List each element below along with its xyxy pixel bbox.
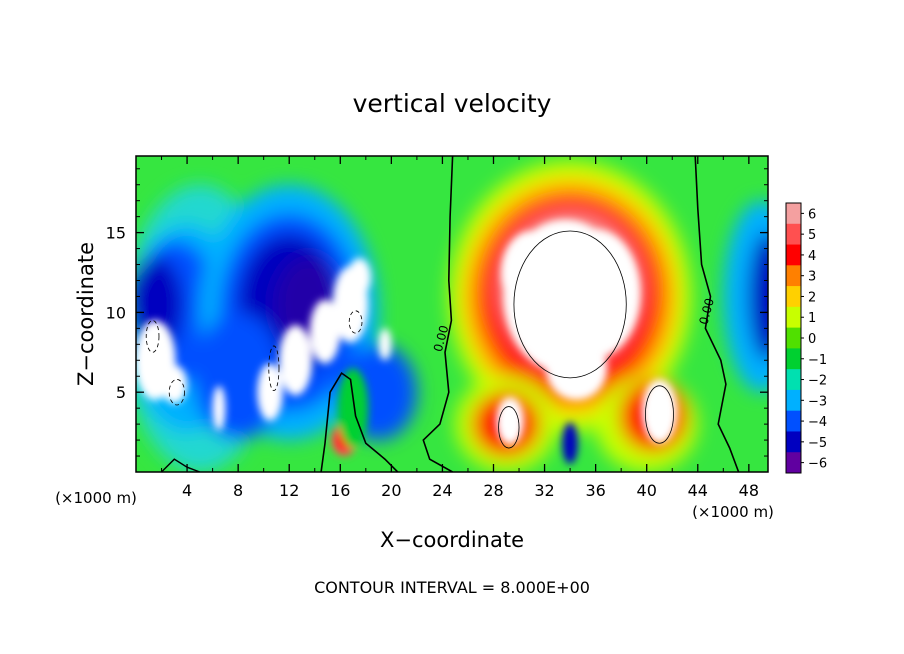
x-tick-label-36: 36: [585, 481, 605, 500]
colorbar-label-12: −6: [808, 457, 827, 472]
colorbar-swatch-6: [786, 327, 801, 349]
x-unit-left: (×1000 m): [55, 489, 137, 507]
contour-label-2: 0.00: [696, 297, 716, 326]
y-tick-label-5: 5: [116, 383, 126, 402]
colorbar-swatch-5: [786, 306, 801, 329]
colorbar-label-6: 0: [808, 332, 816, 347]
contour-interval-note: CONTOUR INTERVAL = 8.000E+00: [314, 578, 590, 597]
colorbar-swatch-9: [786, 389, 801, 412]
contour-label-1: 0.00: [431, 324, 451, 353]
colorbar: 6 5 4 3 2 1 0 −1 −2 −3 −4 −5 −6: [785, 202, 827, 474]
x-tick-label-20: 20: [381, 481, 401, 500]
x-tick-label-44: 44: [688, 481, 708, 500]
chart-title: vertical velocity: [353, 89, 552, 118]
colorbar-label-7: −1: [808, 353, 827, 368]
colorbar-label-5: 1: [808, 311, 816, 326]
y-tick-label-10: 10: [106, 303, 126, 322]
x-tick-label-28: 28: [483, 481, 503, 500]
colorbar-label-10: −4: [808, 415, 827, 430]
y-axis: 5 10 15: [106, 168, 768, 457]
colorbar-swatch-12: [786, 452, 801, 474]
x-tick-label-32: 32: [534, 481, 554, 500]
colorbar-label-1: 5: [808, 228, 816, 243]
x-tick-label-16: 16: [330, 481, 350, 500]
y-axis-label: Z−coordinate: [74, 242, 98, 386]
colorbar-swatch-0: [786, 203, 801, 225]
colorbar-label-8: −2: [808, 374, 827, 389]
colorbar-label-3: 3: [808, 270, 816, 285]
x-axis-label: X−coordinate: [380, 528, 524, 552]
x-tick-label-4: 4: [182, 481, 192, 500]
plot-area: 0.00 0.00: [136, 156, 768, 472]
colorbar-swatch-8: [786, 369, 801, 391]
x-tick-label-12: 12: [279, 481, 299, 500]
colorbar-swatch-4: [786, 286, 801, 308]
x-tick-label-24: 24: [432, 481, 452, 500]
colorbar-label-11: −5: [808, 436, 827, 451]
colorbar-label-0: 6: [808, 207, 816, 222]
colorbar-swatch-11: [786, 431, 801, 453]
colorbar-label-2: 4: [808, 249, 816, 264]
x-axis: 4 8 12 16 20 24 28 32 36 40 44 48: [161, 156, 759, 500]
x-tick-label-48: 48: [739, 481, 759, 500]
colorbar-swatch-2: [786, 244, 801, 266]
x-unit-right: (×1000 m): [692, 503, 774, 521]
plot-frame: [135, 155, 769, 473]
colorbar-label-4: 2: [808, 290, 816, 305]
colorbar-swatch-1: [786, 223, 801, 246]
x-tick-label-40: 40: [637, 481, 657, 500]
y-tick-label-15: 15: [106, 224, 126, 243]
colorbar-swatch-7: [786, 348, 801, 370]
x-tick-label-8: 8: [233, 481, 243, 500]
colorbar-label-9: −3: [808, 394, 827, 409]
colorbar-swatch-3: [786, 265, 801, 287]
colorbar-swatch-10: [786, 410, 801, 432]
